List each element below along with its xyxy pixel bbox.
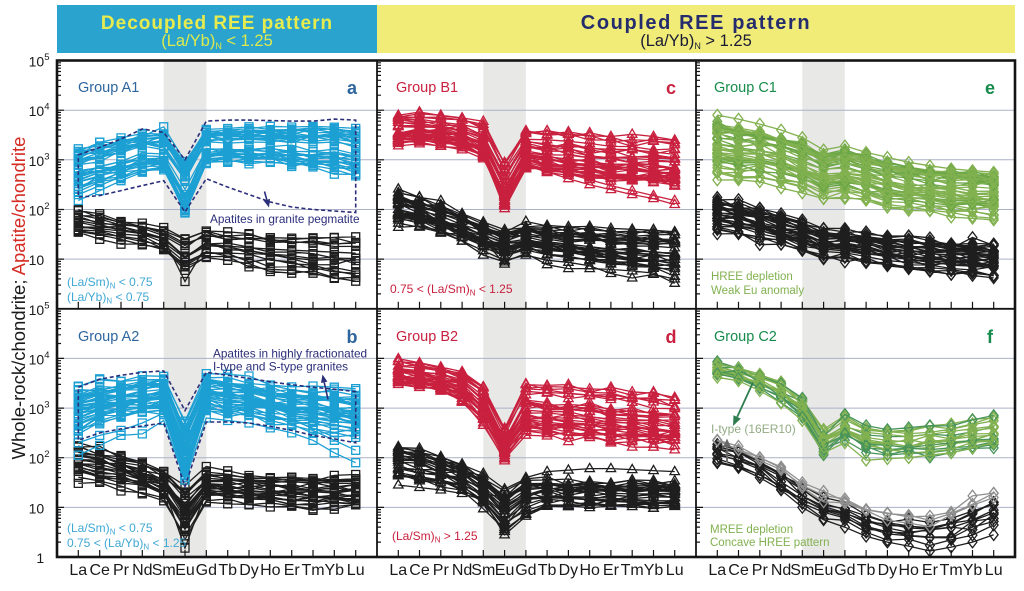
svg-text:(La/Sm)N < 0.75: (La/Sm)N < 0.75 <box>67 275 153 291</box>
svg-text:Yb: Yb <box>963 562 983 579</box>
svg-text:c: c <box>666 78 676 98</box>
svg-text:Group A1: Group A1 <box>78 80 139 96</box>
svg-text:La: La <box>708 562 726 579</box>
svg-text:Whole-rock/chondrite; Apatite/: Whole-rock/chondrite; Apatite/chondrite <box>8 137 29 460</box>
svg-text:Ce: Ce <box>728 562 749 579</box>
svg-text:I-type and S-type granites: I-type and S-type granites <box>213 359 348 373</box>
svg-text:0.75 < (La/Yb)N < 1.25: 0.75 < (La/Yb)N < 1.25 <box>67 536 187 552</box>
svg-text:Group C2: Group C2 <box>714 329 777 345</box>
svg-text:Lu: Lu <box>347 562 365 579</box>
svg-text:Er: Er <box>603 562 620 579</box>
svg-text:(La/Yb)N < 1.25: (La/Yb)N < 1.25 <box>161 32 273 51</box>
svg-text:Gd: Gd <box>834 562 855 579</box>
svg-text:Ho: Ho <box>898 562 919 579</box>
svg-text:Eu: Eu <box>175 562 195 579</box>
svg-text:Gd: Gd <box>196 562 217 579</box>
svg-text:Eu: Eu <box>814 562 834 579</box>
svg-text:Tb: Tb <box>218 562 237 579</box>
svg-text:Nd: Nd <box>771 562 791 579</box>
svg-text:Pr: Pr <box>752 562 769 579</box>
svg-text:Ce: Ce <box>409 562 430 579</box>
svg-text:e: e <box>985 78 995 98</box>
svg-text:1: 1 <box>36 550 44 566</box>
svg-text:Nd: Nd <box>452 562 472 579</box>
svg-text:Ho: Ho <box>579 562 600 579</box>
svg-text:Tm: Tm <box>940 562 963 579</box>
svg-text:Dy: Dy <box>559 562 579 579</box>
svg-text:Yb: Yb <box>644 562 664 579</box>
svg-text:Group C1: Group C1 <box>714 80 777 96</box>
svg-text:HREE depletion: HREE depletion <box>711 271 793 283</box>
svg-text:Ho: Ho <box>260 562 281 579</box>
svg-text:f: f <box>987 327 994 347</box>
svg-text:Sm: Sm <box>790 562 814 579</box>
svg-text:Decoupled REE pattern: Decoupled REE pattern <box>101 13 333 34</box>
svg-text:Pr: Pr <box>113 562 130 579</box>
svg-text:Pr: Pr <box>433 562 450 579</box>
svg-text:Gd: Gd <box>515 562 536 579</box>
svg-text:Dy: Dy <box>878 562 898 579</box>
svg-text:La: La <box>69 562 87 579</box>
svg-text:Apatites in granite pegmatite: Apatites in granite pegmatite <box>210 212 360 226</box>
svg-text:d: d <box>666 327 677 347</box>
svg-text:a: a <box>347 78 358 98</box>
svg-text:Tm: Tm <box>301 562 324 579</box>
svg-text:Sm: Sm <box>152 562 176 579</box>
svg-text:Er: Er <box>922 562 939 579</box>
svg-text:I-type (16ER10): I-type (16ER10) <box>711 422 796 436</box>
svg-text:10: 10 <box>29 500 45 516</box>
svg-text:La: La <box>389 562 407 579</box>
svg-text:(La/Sm)N < 0.75: (La/Sm)N < 0.75 <box>67 521 153 537</box>
svg-text:Group B1: Group B1 <box>396 80 458 96</box>
svg-text:Ce: Ce <box>89 562 110 579</box>
svg-text:Weak Eu anomaly: Weak Eu anomaly <box>711 285 804 297</box>
svg-text:b: b <box>347 327 358 347</box>
svg-text:Coupled REE pattern: Coupled REE pattern <box>581 12 811 34</box>
svg-text:0.75 < (La/Sm)N < 1.25: 0.75 < (La/Sm)N < 1.25 <box>390 282 513 298</box>
svg-text:Group B2: Group B2 <box>396 329 458 345</box>
svg-text:Sm: Sm <box>471 562 495 579</box>
svg-text:Apatites in highly fractionate: Apatites in highly fractionated <box>213 347 367 361</box>
svg-text:Eu: Eu <box>495 562 515 579</box>
svg-text:Group A2: Group A2 <box>78 329 139 345</box>
svg-text:(La/Sm)N > 1.25: (La/Sm)N > 1.25 <box>392 529 478 545</box>
svg-text:Tm: Tm <box>621 562 644 579</box>
svg-text:(La/Yb)N < 0.75: (La/Yb)N < 0.75 <box>67 290 149 306</box>
svg-text:Er: Er <box>284 562 301 579</box>
svg-text:Lu: Lu <box>666 562 684 579</box>
svg-text:Tb: Tb <box>538 562 557 579</box>
svg-text:Dy: Dy <box>239 562 259 579</box>
svg-text:10: 10 <box>29 252 45 268</box>
svg-text:Concave HREE pattern: Concave HREE pattern <box>710 537 830 549</box>
svg-text:Yb: Yb <box>325 562 345 579</box>
svg-text:Lu: Lu <box>985 562 1003 579</box>
svg-text:(La/Yb)N > 1.25: (La/Yb)N > 1.25 <box>640 32 752 51</box>
svg-text:Nd: Nd <box>132 562 152 579</box>
svg-text:MREE depletion: MREE depletion <box>710 524 793 536</box>
svg-text:Tb: Tb <box>857 562 876 579</box>
